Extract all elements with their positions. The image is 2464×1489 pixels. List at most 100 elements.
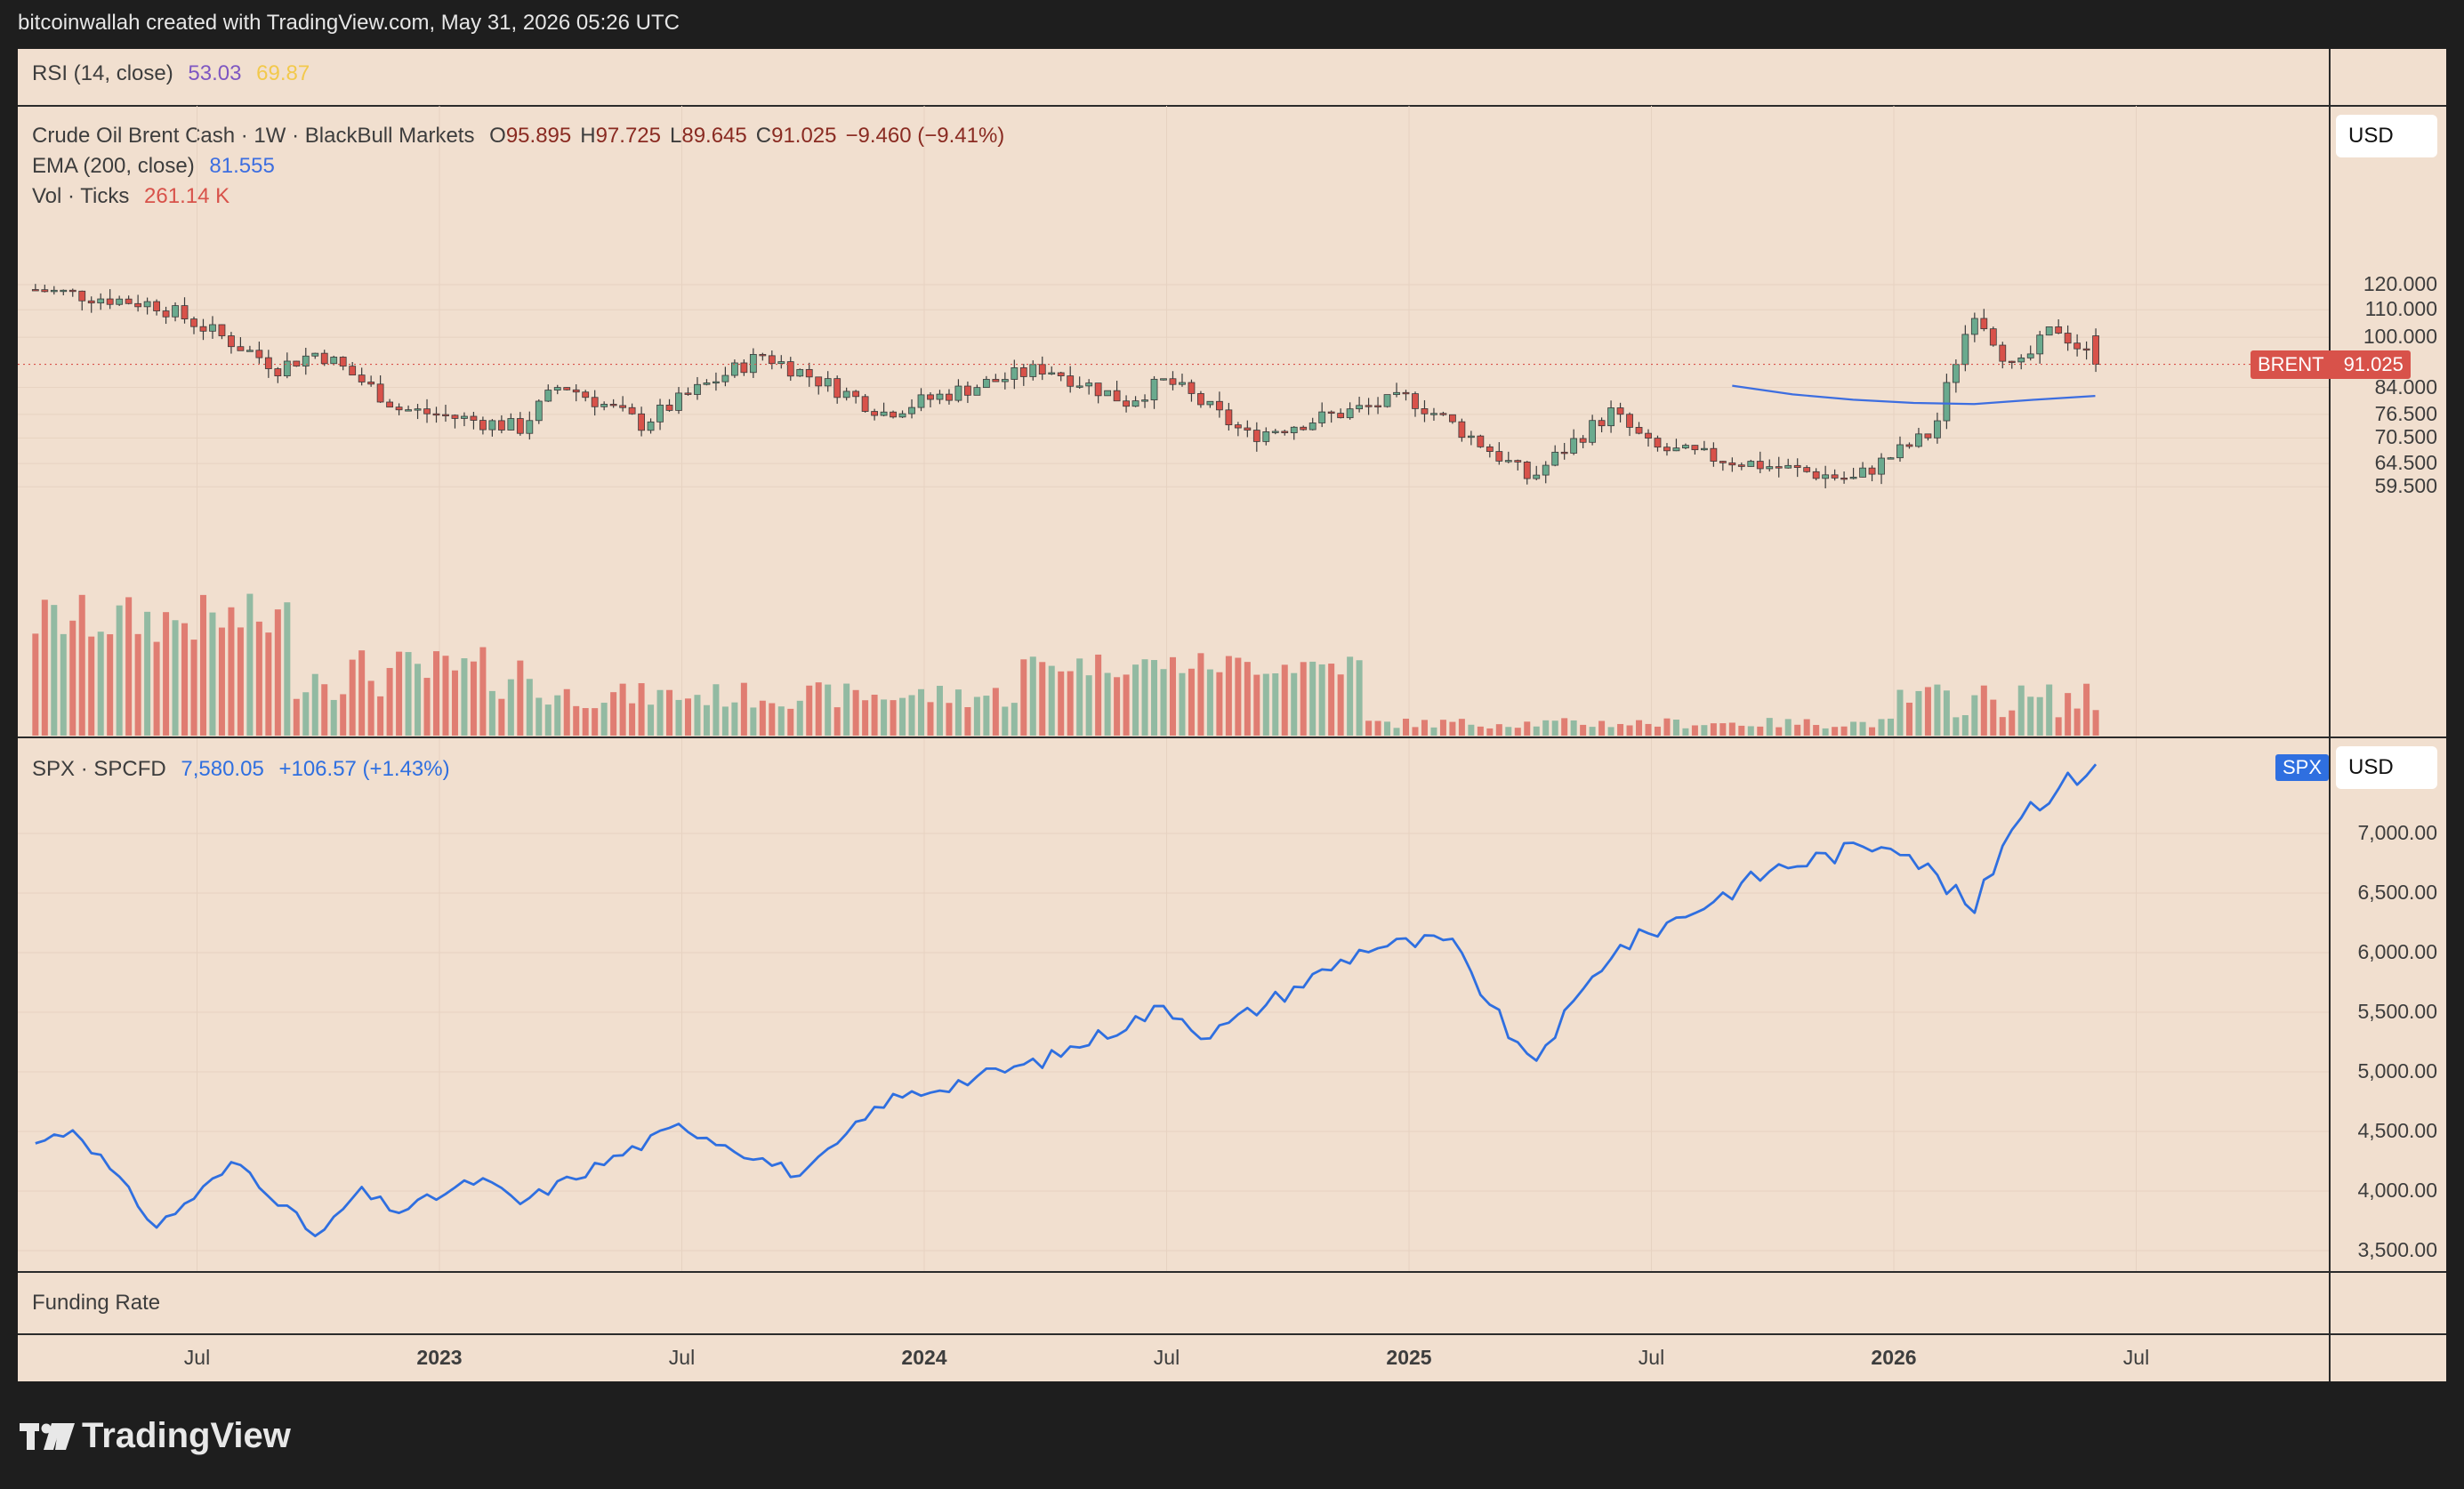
volume-bar (1141, 659, 1148, 736)
volume-bar (1719, 723, 1727, 736)
candle-body (1318, 411, 1326, 423)
volume-bar (228, 607, 235, 736)
volume-bar (1636, 720, 1643, 736)
volume-bar (1961, 715, 1969, 736)
volume-bar (1757, 726, 1764, 736)
rsi-value-2: 69.87 (256, 61, 310, 85)
candle-body (1271, 431, 1279, 433)
volume-bar (311, 673, 318, 736)
volume-bar (1813, 725, 1820, 736)
rsi-label: RSI (14, close) (32, 61, 173, 85)
candle-body (1728, 462, 1736, 466)
candle-body (815, 376, 823, 387)
time-axis-tick-label: 2025 (1386, 1346, 1432, 1369)
candle-body (917, 394, 925, 408)
high-label: H (580, 124, 596, 148)
candle-body (1579, 438, 1587, 443)
candle-body (451, 415, 459, 419)
candle-body (964, 385, 971, 396)
candle-body (1169, 378, 1177, 385)
candle-body (414, 408, 422, 411)
volume-bar (1524, 721, 1531, 736)
volume-bar (60, 633, 67, 736)
candle-body (358, 374, 366, 382)
volume-bar (769, 703, 776, 736)
candle-body (2017, 357, 2025, 363)
rsi-value-1: 53.03 (188, 61, 242, 85)
candle-body (2082, 348, 2090, 351)
volume-bar (107, 634, 114, 736)
candle-body (927, 394, 934, 400)
candle-body (954, 385, 962, 401)
volume-bar (1169, 656, 1176, 736)
candle-body (1691, 445, 1699, 451)
volume-bar (1971, 695, 1978, 736)
candle-body (1598, 420, 1606, 427)
brent-price-tag: BRENT 91.025 (2251, 350, 2411, 379)
candle-body (1449, 414, 1456, 423)
currency-button-upper[interactable]: USD (2336, 115, 2437, 157)
candle-body (1822, 474, 1830, 479)
volume-bar (2017, 685, 2025, 736)
volume-bar (833, 707, 841, 736)
candle-body (1252, 430, 1260, 442)
chart-frame: RSI (14, close) 53.03 69.87 Crude Oil Br… (18, 49, 2446, 1381)
volume-bar (442, 656, 449, 736)
candle-body (405, 409, 412, 412)
candle-body (1356, 405, 1364, 410)
volume-bar (1803, 719, 1810, 736)
volume-bar (684, 698, 691, 736)
volume-bar (1309, 661, 1317, 736)
candle-body (1458, 421, 1466, 439)
volume-bar (1179, 672, 1186, 736)
candle-body (730, 362, 738, 376)
volume-bar (666, 689, 673, 736)
volume-bar (1980, 685, 1987, 736)
candle-body (1812, 471, 1820, 479)
candle-body (264, 357, 272, 369)
volume-bar (1412, 727, 1419, 736)
volume-bar (1318, 664, 1325, 736)
volume-bar (2046, 684, 2053, 736)
brent-panel-divider (18, 736, 2446, 738)
currency-button-lower[interactable]: USD (2336, 746, 2437, 789)
tradingview-logo[interactable]: TradingView (20, 1416, 291, 1456)
volume-bar (936, 686, 943, 736)
candle-body (1607, 407, 1614, 427)
candle-body (1896, 444, 1904, 459)
candle-body (1849, 477, 1857, 479)
candle-body (1952, 364, 1960, 383)
volume-bar (1225, 656, 1232, 736)
volume-bar (1235, 657, 1242, 736)
volume-bar (703, 704, 710, 736)
candle-body (1887, 457, 1895, 460)
candle-body (516, 418, 524, 434)
candle-body (1719, 461, 1727, 463)
candle-body (759, 354, 767, 357)
volume-bar (2083, 683, 2090, 736)
tradingview-logo-icon (20, 1422, 75, 1450)
volume-bar (694, 695, 701, 736)
candle-body (41, 289, 49, 293)
candle-body (1775, 466, 1783, 469)
volume-bar (1300, 662, 1307, 736)
time-axis-tick-label: Jul (668, 1346, 696, 1369)
volume-bar (731, 702, 738, 736)
volume-bar (1924, 687, 1931, 736)
spx-change: +106.57 (+1.43%) (278, 757, 450, 781)
candle-body (1300, 426, 1308, 431)
volume-bar (1701, 725, 1708, 736)
volume-bar (1281, 664, 1288, 736)
candle-body (2008, 360, 2016, 364)
volume-bar (163, 612, 170, 736)
volume-bar (1943, 690, 1950, 736)
candle-body (1756, 461, 1764, 470)
candle-body (2055, 326, 2063, 334)
volume-bar (1710, 723, 1717, 736)
candle-body (2045, 326, 2053, 336)
volume-bar (1114, 677, 1121, 736)
chart-plot-area[interactable] (18, 49, 2446, 1381)
funding-legend: Funding Rate (32, 1291, 169, 1316)
candle-body (162, 310, 170, 318)
candle-body (1859, 467, 1866, 478)
